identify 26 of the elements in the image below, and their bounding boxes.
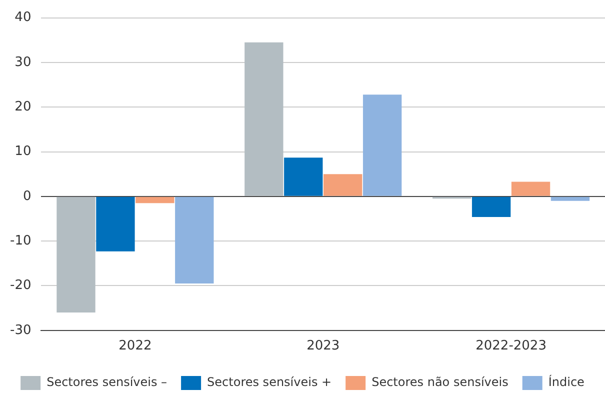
x-tick-label: 2022-2023 xyxy=(476,338,546,354)
bar xyxy=(550,196,590,201)
y-tick-label: -30 xyxy=(10,322,32,338)
y-tick-label: 0 xyxy=(22,188,32,204)
bar xyxy=(362,94,402,196)
legend-label: Sectores sensíveis + xyxy=(207,375,332,390)
bar xyxy=(244,42,284,196)
bar xyxy=(175,196,214,284)
bar xyxy=(56,196,96,313)
y-tick-label: -10 xyxy=(10,233,32,248)
legend-label: Sectores sensíveis – xyxy=(46,375,168,390)
y-tick-label: 30 xyxy=(14,54,32,70)
legend-label: Índice xyxy=(548,374,584,390)
y-tick-label: 20 xyxy=(14,99,32,114)
bar xyxy=(324,174,362,196)
bar xyxy=(511,182,550,196)
bar xyxy=(472,196,511,217)
x-tick-label: 2022 xyxy=(118,338,152,354)
x-tick-label: 2023 xyxy=(306,338,340,354)
bar xyxy=(96,196,135,252)
legend-label: Sectores não sensíveis xyxy=(372,375,508,390)
y-tick-label: 10 xyxy=(14,144,32,160)
y-tick-label: 40 xyxy=(14,10,32,26)
bar xyxy=(136,196,174,204)
y-tick-label: -20 xyxy=(10,278,32,294)
bar xyxy=(284,158,323,196)
